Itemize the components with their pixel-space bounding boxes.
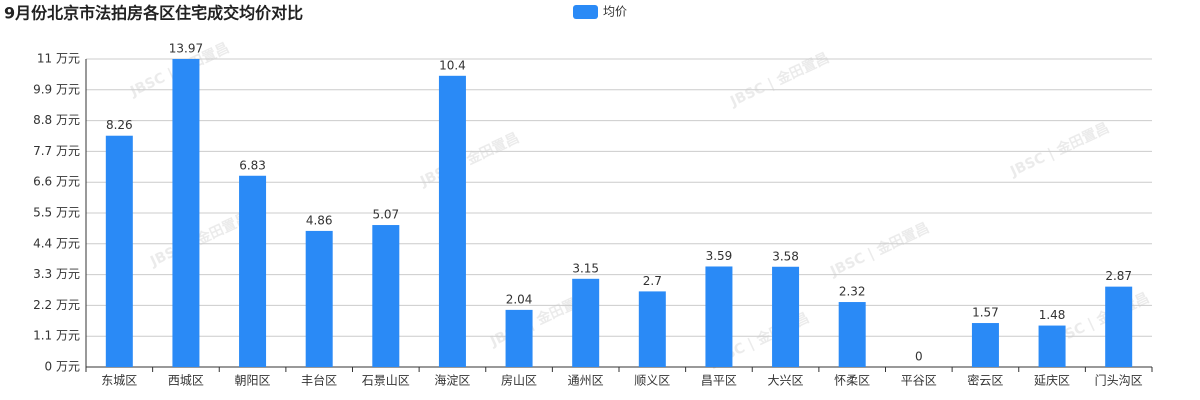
x-tick-label: 石景山区 [362, 374, 410, 388]
y-tick-label: 6.6 万元 [33, 175, 80, 189]
watermark: JBSC | 金田置昌 [727, 49, 832, 110]
y-tick-label: 9.9 万元 [33, 82, 80, 96]
data-label: 2.04 [506, 292, 533, 306]
y-tick-label: 3.3 万元 [33, 267, 80, 281]
x-tick-label: 昌平区 [701, 374, 737, 388]
x-tick-label: 东城区 [101, 374, 137, 388]
x-tick-label: 怀柔区 [834, 374, 870, 388]
y-tick-label: 5.5 万元 [33, 206, 80, 220]
data-label: 1.57 [972, 306, 999, 320]
bar [172, 59, 200, 368]
bar [438, 75, 466, 368]
data-label: 3.58 [772, 249, 799, 263]
y-tick-label: 8.8 万元 [33, 113, 80, 127]
bar [1038, 325, 1066, 367]
y-tick-label: 7.7 万元 [33, 144, 80, 158]
watermark: JBSC | 金田置昌 [417, 129, 522, 190]
x-tick-label: 丰台区 [301, 373, 337, 388]
bar [305, 230, 333, 367]
data-label: 10.4 [439, 58, 466, 72]
data-label: 5.07 [372, 208, 399, 222]
y-tick-label: 2.2 万元 [33, 298, 80, 312]
x-tick-label: 朝阳区 [235, 374, 271, 388]
y-tick-label: 11 万元 [37, 52, 80, 66]
bar [1105, 286, 1133, 367]
data-label: 2.87 [1105, 269, 1132, 283]
x-tick-label: 房山区 [501, 373, 537, 388]
data-label: 3.15 [572, 261, 599, 275]
x-tick-label: 平谷区 [901, 374, 937, 388]
legend-label: 均价 [603, 5, 627, 19]
data-label: 6.83 [239, 158, 266, 172]
bar [239, 175, 267, 367]
bar [105, 135, 133, 367]
x-tick-label: 门头沟区 [1095, 373, 1143, 388]
data-label: 0 [915, 350, 923, 364]
data-label: 13.97 [169, 42, 203, 56]
y-tick-label: 4.4 万元 [33, 236, 80, 250]
data-label: 3.59 [706, 249, 733, 263]
x-tick-label: 大兴区 [768, 374, 804, 388]
data-label: 8.26 [106, 118, 133, 132]
bar [505, 309, 533, 367]
bar [372, 225, 400, 367]
bar [838, 302, 866, 367]
watermark: JBSC | 金田置昌 [1007, 119, 1112, 180]
bar [572, 278, 600, 367]
x-tick-label: 西城区 [168, 374, 204, 388]
bar [705, 266, 733, 367]
data-label: 2.7 [643, 274, 662, 288]
data-label: 1.48 [1039, 308, 1066, 322]
y-tick-label: 0 万元 [45, 360, 80, 374]
x-tick-label: 顺义区 [634, 374, 670, 388]
data-label: 2.32 [839, 285, 866, 299]
x-tick-label: 密云区 [967, 373, 1003, 388]
chart-title: 9月份北京市法拍房各区住宅成交均价对比 [4, 4, 303, 23]
bar [772, 266, 800, 367]
bars [105, 59, 1133, 368]
watermark: JBSC | 金田置昌 [827, 219, 932, 280]
x-tick-label: 通州区 [568, 374, 604, 388]
bar [638, 291, 666, 367]
data-label: 4.86 [306, 213, 333, 227]
x-tick-label: 海淀区 [434, 373, 470, 388]
x-tick-label: 延庆区 [1034, 374, 1070, 388]
y-tick-label: 1.1 万元 [33, 329, 80, 343]
bar [971, 323, 999, 367]
legend-swatch [573, 5, 598, 19]
